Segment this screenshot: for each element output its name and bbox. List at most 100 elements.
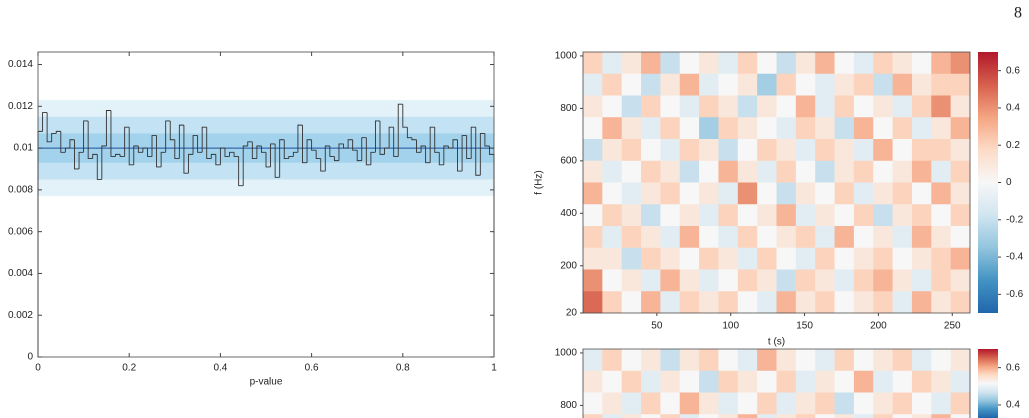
heatmap-cell [679,52,700,75]
heatmap-cell [892,204,913,227]
heatmap-cell [873,392,893,415]
y-tick-label: 1000 [555,51,578,62]
histogram-step [279,139,285,178]
histogram-step [51,133,57,142]
heatmap-cell [795,95,816,118]
heatmap-cell [679,247,700,270]
heatmap-cell [660,139,681,162]
heatmap-cell [641,204,661,227]
histogram-step [447,146,453,149]
heatmap-cell [931,349,951,372]
heatmap-cell [621,225,642,249]
heatmap-cell [815,269,835,292]
heatmap-cell [660,370,681,393]
heatmap-cell [621,52,642,75]
heatmap-cell [892,349,913,372]
heatmap-cell [757,225,777,249]
histogram-step [64,147,70,153]
heatmap-cell [718,247,739,270]
heatmap-cell [737,225,758,249]
heatmap-cell [853,414,874,418]
heatmap-cell [892,247,913,270]
histogram-step [137,146,143,153]
heatmap-cell [757,160,777,183]
heatmap-cell [757,370,777,393]
heatmap-cell [699,182,719,205]
heatmap-cell [834,392,855,415]
heatmap-cell [718,370,739,393]
heatmap-cell [795,204,816,227]
x-tick-label: 50 [651,321,663,332]
histogram-step [178,124,184,159]
heatmap-cell [757,392,777,415]
heatmap-cell [931,160,951,183]
colorbar-tick-label: 0 [1006,177,1012,188]
histogram-step [215,154,221,166]
heatmap-cell [699,392,719,415]
heatmap-cell [834,414,855,418]
y-tick-label: 200 [560,260,577,271]
heatmap-cell [815,52,835,75]
heatmap-cell [815,414,835,418]
heatmap-cell [737,160,758,183]
heatmap-cell [815,225,835,249]
heatmap-cell [892,414,913,418]
heatmap-cell [583,349,603,372]
heatmap-cell [873,73,893,96]
heatmap-cell [679,139,700,162]
heatmap-cell [718,117,739,140]
heatmap-cell [950,182,971,205]
heatmap-cell [815,139,835,162]
heatmap-cell [776,269,797,292]
histogram-step [219,147,225,165]
heatmap-cell [602,139,622,162]
heatmap-cell [931,204,951,227]
histogram-step [242,145,248,186]
heatmap-cell [931,73,951,96]
heatmap-cell [931,139,951,162]
heatmap-cell [834,117,855,140]
heatmap-cell [892,73,913,96]
heatmap-cell [795,182,816,205]
heatmap-cell [641,349,661,372]
heatmap-cell [911,247,932,270]
heatmap-cell [950,414,971,418]
heatmap-cell [621,392,642,415]
y-tick-label: 0 [27,352,33,363]
colorbar-tick-label: 0.6 [1006,362,1020,373]
heatmap-cell [699,225,719,249]
histogram-step [233,152,239,157]
heatmap-cell [834,370,855,393]
heatmap-cell [737,52,758,75]
histogram-step [46,112,52,143]
histogram-step [402,104,408,128]
heatmap-cell [834,182,855,205]
histogram-step [302,125,308,164]
heatmap-cell [892,392,913,415]
heatmap-cell [660,73,681,96]
histogram-step [169,120,175,141]
histogram-step [210,153,216,159]
histogram-step [201,126,207,153]
x-tick-label: 250 [944,321,961,332]
heatmap-cell [950,225,971,249]
heatmap-cell [853,370,874,393]
y-tick-label: 0.012 [8,101,33,112]
histogram-step [333,156,339,162]
heatmap-cell [795,73,816,96]
colorbar-tick-label: 0.4 [1006,103,1020,114]
heatmap-cell [621,414,642,418]
heatmap-cell [931,370,951,393]
histogram-step [256,145,262,159]
heatmap-cell [931,291,951,314]
histogram-step [115,153,121,157]
heatmap-cell [776,349,797,372]
heatmap-cell [873,269,893,292]
heatmap-cell [718,204,739,227]
histogram-step [438,152,444,166]
x-tick-label: 0.4 [213,363,227,374]
heatmap-cell [641,182,661,205]
x-tick-label: 150 [796,321,813,332]
heatmap-cell [911,95,932,118]
heatmap-cell [660,291,681,314]
